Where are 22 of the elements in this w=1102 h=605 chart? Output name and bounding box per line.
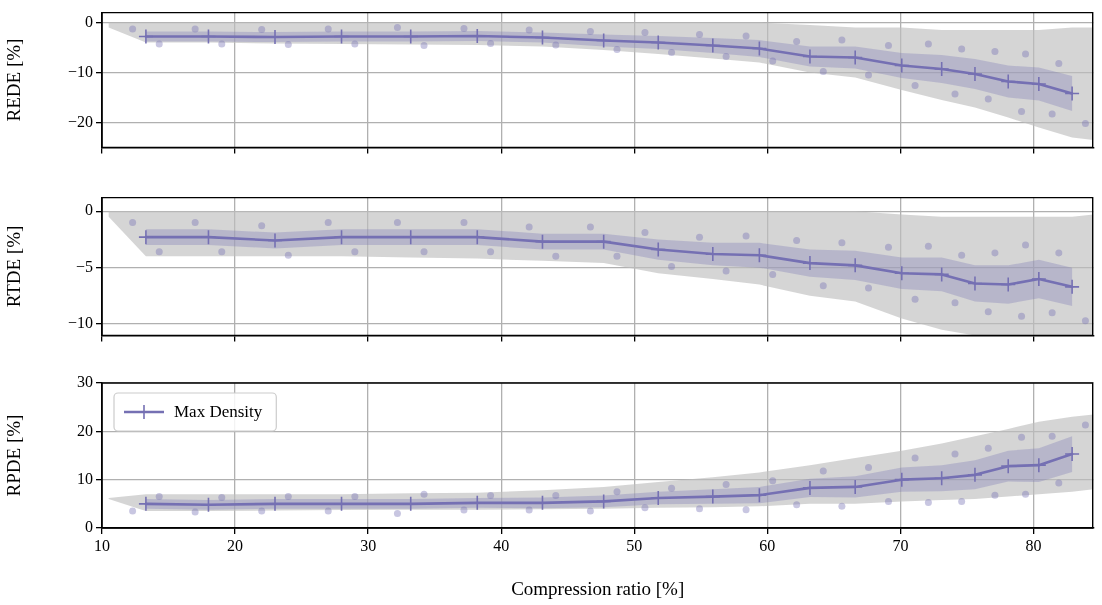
x-tick-label: 70 xyxy=(892,536,909,554)
y-tick-label: −20 xyxy=(67,112,93,130)
y-tick-label: 30 xyxy=(77,373,93,391)
y-axis-title: RPDE [%] xyxy=(3,414,25,497)
y-tick-label: 10 xyxy=(77,469,93,487)
y-tick-label: 0 xyxy=(85,201,93,219)
x-axis-title: Compression ratio [%] xyxy=(511,577,685,599)
x-tick-label: 60 xyxy=(759,536,776,554)
x-tick-label: 40 xyxy=(493,536,510,554)
x-tick-label: 50 xyxy=(626,536,643,554)
y-tick-label: −10 xyxy=(67,314,93,332)
y-tick-label: 0 xyxy=(85,518,93,536)
x-tick-label: 30 xyxy=(360,536,377,554)
y-tick-label: 20 xyxy=(77,421,93,439)
y-axis-title: REDE [%] xyxy=(3,38,25,122)
y-axis-title: RTDE [%] xyxy=(3,225,25,308)
y-tick-label: −5 xyxy=(75,257,93,275)
legend-label: Max Density xyxy=(174,402,263,422)
x-tick-label: 20 xyxy=(227,536,244,554)
y-tick-label: −10 xyxy=(67,62,93,80)
x-tick-label: 80 xyxy=(1025,536,1042,554)
y-tick-label: 0 xyxy=(85,12,93,30)
